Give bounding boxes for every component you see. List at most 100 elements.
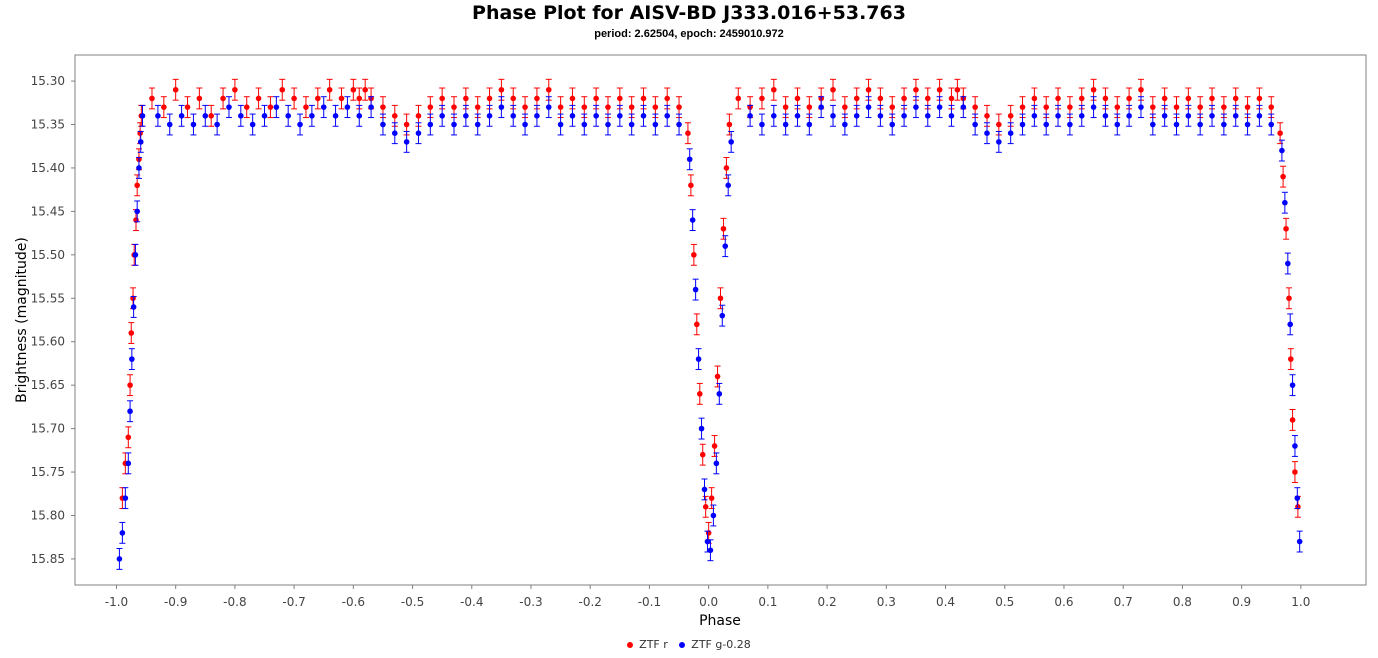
data-point <box>1244 121 1251 128</box>
data-point <box>1209 95 1215 102</box>
data-point <box>1292 469 1298 475</box>
data-point <box>692 286 699 293</box>
data-point <box>676 104 682 110</box>
data-point <box>735 95 742 102</box>
data-point <box>853 95 860 102</box>
data-point <box>691 252 697 258</box>
data-point <box>1232 95 1239 102</box>
data-point <box>924 95 931 102</box>
data-point <box>913 86 919 93</box>
data-point <box>714 373 721 380</box>
x-tick-label: 0.8 <box>1173 595 1192 609</box>
data-point <box>463 95 469 102</box>
legend-marker-blue <box>679 642 686 648</box>
data-point <box>948 113 955 119</box>
data-point <box>303 104 309 110</box>
data-point <box>356 95 363 102</box>
data-point <box>557 121 564 128</box>
data-point <box>1279 147 1285 154</box>
data-point <box>759 121 765 128</box>
y-tick-label: 15.55 <box>31 291 65 305</box>
data-point <box>960 104 967 110</box>
data-point <box>309 113 315 119</box>
data-point <box>380 104 386 110</box>
data-point <box>1055 113 1061 119</box>
data-point <box>380 121 386 128</box>
data-point <box>403 121 410 128</box>
x-tick-label: 0.9 <box>1232 595 1251 609</box>
data-point <box>510 95 517 102</box>
legend-item-ztf-r: ZTF r <box>627 638 668 651</box>
data-point <box>770 113 777 119</box>
data-point <box>1150 104 1156 110</box>
data-point <box>510 113 517 119</box>
data-point <box>759 95 765 102</box>
data-point <box>652 121 659 128</box>
data-point <box>708 495 715 501</box>
data-point <box>190 121 197 128</box>
data-point <box>702 504 709 510</box>
y-tick-label: 15.40 <box>31 161 65 175</box>
data-point <box>545 86 552 93</box>
data-point <box>717 295 724 302</box>
data-point <box>1126 95 1132 102</box>
data-point <box>1232 113 1239 119</box>
data-point <box>818 104 824 110</box>
data-point <box>498 104 505 110</box>
data-point <box>806 104 813 110</box>
x-tick-label: 0.1 <box>758 595 777 609</box>
data-point <box>628 104 635 110</box>
data-point <box>1007 113 1014 119</box>
data-point <box>534 113 540 119</box>
data-point <box>747 113 753 119</box>
legend-label-ztf-g: ZTF g-0.28 <box>691 638 751 651</box>
data-point <box>569 113 576 119</box>
data-point <box>694 321 700 328</box>
data-point <box>362 86 368 93</box>
data-point <box>498 86 505 93</box>
data-point <box>1197 121 1203 128</box>
data-point <box>315 95 321 102</box>
x-tick-label: 0.6 <box>1054 595 1073 609</box>
data-point <box>127 382 133 388</box>
data-point <box>676 121 682 128</box>
y-tick-label: 15.35 <box>31 118 65 132</box>
data-point <box>255 95 262 102</box>
data-point <box>172 86 179 93</box>
data-point <box>1277 130 1283 136</box>
x-tick-label: 0.4 <box>936 595 955 609</box>
y-axis: 15.30 15.35 15.40 15.45 15.50 15.55 15.60 15.65… <box>31 74 75 566</box>
data-point <box>581 121 588 128</box>
data-point <box>545 104 552 110</box>
data-point <box>698 425 705 432</box>
legend-marker-red <box>627 642 634 648</box>
x-tick-label: -0.9 <box>164 595 187 609</box>
data-point <box>1268 104 1275 110</box>
data-point <box>652 104 659 110</box>
data-point <box>261 113 268 119</box>
data-point <box>1185 95 1192 102</box>
y-tick-label: 15.60 <box>31 335 65 349</box>
data-point <box>806 121 813 128</box>
data-point <box>116 556 123 562</box>
data-point <box>439 95 445 102</box>
data-point <box>1078 113 1085 119</box>
series-ztf-g <box>116 96 1303 570</box>
data-point <box>617 113 623 119</box>
x-tick-label: -0.3 <box>519 595 542 609</box>
data-point <box>664 113 671 119</box>
data-point <box>889 121 896 128</box>
data-point <box>782 104 789 110</box>
data-point <box>1007 130 1014 136</box>
data-point <box>166 121 173 128</box>
data-point <box>486 95 493 102</box>
data-point <box>688 182 694 189</box>
data-point <box>689 217 696 223</box>
data-point <box>279 86 286 93</box>
data-point <box>716 391 723 397</box>
data-point <box>996 121 1002 128</box>
data-point <box>137 139 144 145</box>
data-point <box>128 330 135 336</box>
data-point <box>901 95 907 102</box>
